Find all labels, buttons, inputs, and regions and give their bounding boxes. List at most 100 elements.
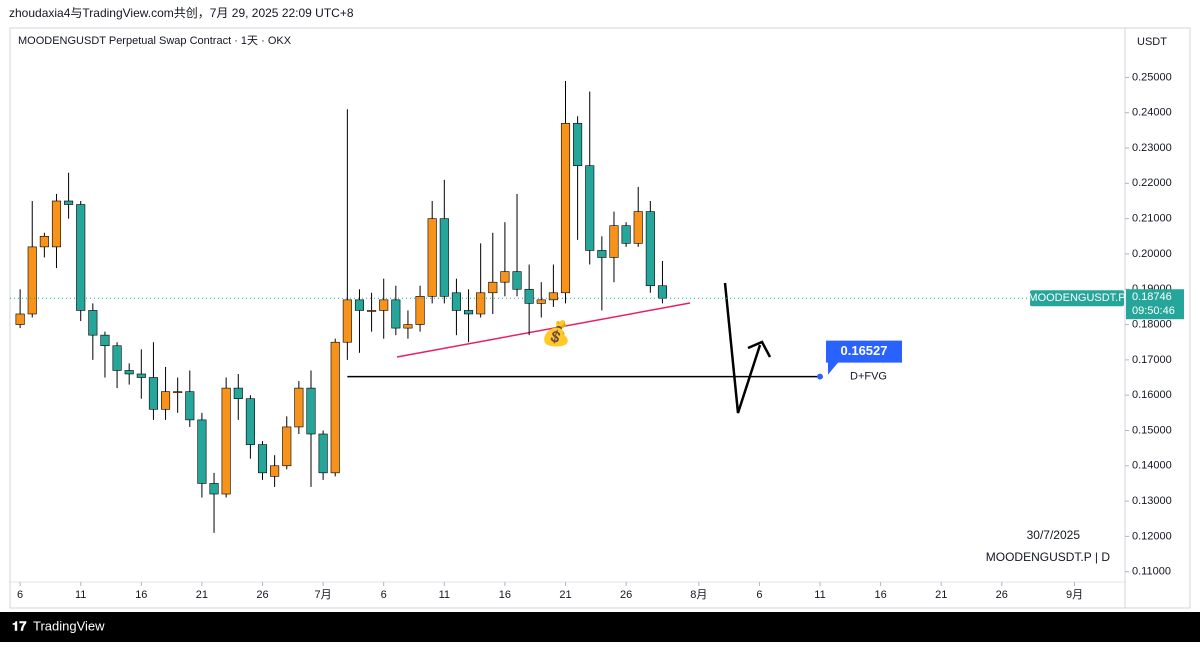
footer-bar: [0, 612, 1200, 642]
candle-body: [233, 387, 243, 400]
candle-body: [64, 200, 74, 205]
candle-body: [124, 370, 134, 375]
candle-body: [657, 285, 667, 299]
arrow-head: [747, 340, 772, 358]
candle-body: [464, 310, 474, 315]
x-tick-label: 16: [135, 589, 147, 601]
candle-body: [451, 292, 461, 311]
last-price-box: [1126, 289, 1184, 320]
chart-title: MOODENGUSDT Perpetual Swap Contract · 1天…: [18, 35, 292, 47]
trend-line: [396, 302, 691, 358]
y-tick-label: 0.16000: [1132, 389, 1172, 401]
candle-body: [88, 310, 98, 336]
candle-body: [197, 419, 207, 484]
candle-body: [136, 373, 146, 378]
candle-body: [379, 299, 389, 311]
candle-body: [500, 271, 510, 283]
candle-body: [536, 299, 546, 304]
candle-body: [645, 211, 655, 287]
candle-body: [597, 250, 607, 258]
last-price-name: MOODENGUSDT.P: [1028, 292, 1125, 304]
candle-body: [367, 310, 377, 312]
candle-body: [76, 204, 86, 311]
candle-body: [609, 225, 619, 258]
level-value: 0.16527: [841, 343, 888, 358]
candle-body: [148, 377, 158, 410]
y-axis-label: USDT: [1137, 36, 1167, 48]
x-tick-label: 26: [620, 589, 632, 601]
y-tick-label: 0.23000: [1132, 142, 1172, 154]
y-tick-label: 0.22000: [1132, 177, 1172, 189]
y-tick-label: 0.25000: [1132, 71, 1172, 83]
candle-body: [585, 165, 595, 251]
candle-body: [476, 292, 486, 315]
last-price-label: 0.18746: [1132, 291, 1172, 303]
candle-body: [621, 225, 631, 244]
level-name: D+FVG: [850, 370, 887, 382]
x-tick-label: 8月: [690, 589, 707, 601]
x-tick-label: 11: [75, 589, 86, 601]
x-tick-label: 21: [559, 589, 571, 601]
candle-body: [257, 444, 268, 474]
y-tick-label: 0.17000: [1132, 354, 1172, 366]
x-tick-label: 26: [256, 589, 268, 601]
last-price-name-box: [1030, 290, 1124, 307]
x-tick-label: 26: [996, 589, 1008, 601]
level-handle: [817, 373, 824, 380]
y-tick-label: 0.11000: [1132, 566, 1171, 578]
y-tick-label: 0.20000: [1132, 248, 1172, 260]
x-tick-label: 16: [874, 589, 886, 601]
candle-body: [15, 313, 25, 325]
candle-body: [245, 398, 255, 445]
x-tick-label: 21: [196, 589, 208, 601]
candle-body: [354, 299, 365, 311]
candle-body: [560, 123, 571, 294]
candle-body: [488, 281, 498, 294]
chart-frame: [9, 27, 1191, 609]
candle-body: [294, 387, 304, 428]
candle-body: [209, 483, 219, 495]
x-tick-label: 6: [17, 589, 23, 601]
y-tick-label: 0.21000: [1132, 213, 1172, 225]
candle-body: [512, 271, 522, 290]
candle-body: [633, 211, 643, 244]
candle-body: [439, 218, 449, 297]
x-tick-label: 7月: [315, 589, 332, 601]
x-tick-label: 6: [381, 589, 387, 601]
candle-body: [282, 426, 292, 467]
candle-body: [548, 292, 558, 301]
candle-body: [342, 299, 352, 343]
candle-body: [185, 391, 195, 421]
x-tick-label: 16: [499, 589, 511, 601]
candle-body: [403, 324, 413, 329]
y-tick-label: 0.12000: [1132, 530, 1172, 542]
candle-body: [330, 341, 340, 474]
x-tick-label: 21: [935, 589, 947, 601]
x-tick-label: 11: [814, 589, 825, 601]
date-label: 30/7/2025: [1027, 528, 1081, 542]
x-tick-label: 11: [439, 589, 450, 601]
candle-body: [391, 299, 401, 329]
candle-body: [39, 235, 49, 248]
candle-body: [427, 218, 437, 297]
candle-body: [415, 296, 425, 325]
money-icon: 💰: [541, 319, 571, 347]
x-tick-label: 9月: [1066, 589, 1083, 601]
arrow-drawing: [723, 282, 762, 414]
watermark: MOODENGUSDT.P | D: [986, 550, 1111, 564]
candle-body: [306, 387, 316, 435]
candle-body: [221, 387, 231, 495]
y-tick-label: 0.15000: [1132, 424, 1172, 436]
candle-body: [27, 246, 37, 315]
candle-body: [173, 391, 183, 393]
footer-logo: 𝟏𝟕: [12, 618, 27, 633]
candle-body: [524, 288, 534, 304]
footer-text: TradingView: [33, 618, 105, 633]
countdown: 09:50:46: [1132, 305, 1175, 317]
header: zhoudaxia4与TradingView.com共创，7月 29, 2025…: [9, 6, 354, 20]
candle-body: [573, 123, 583, 166]
candle-body: [100, 334, 110, 347]
candle-body: [161, 391, 171, 410]
